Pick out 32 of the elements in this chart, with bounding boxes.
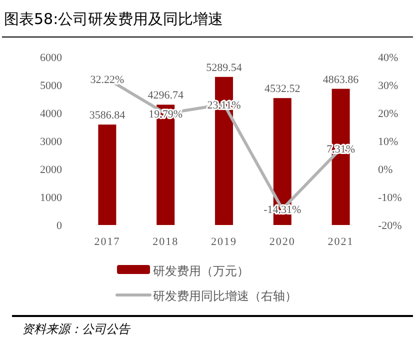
x-tick-label: 2021 (328, 236, 354, 248)
x-tick-label: 2017 (94, 236, 120, 248)
y2-tick-label: -20% (378, 220, 402, 232)
chart-title: 图表58:公司研发费用及同比增速 (4, 10, 224, 28)
x-tick-label: 2019 (211, 236, 237, 248)
y-tick-label: 2000 (40, 164, 62, 176)
legend-label: 研发费用同比增速（右轴） (153, 289, 297, 303)
data-label: 3586.84 (89, 110, 126, 122)
data-label: 19.79% (148, 108, 183, 121)
y2-tick-label: 10% (378, 136, 398, 148)
bar (98, 124, 116, 225)
data-label: 4296.74 (148, 90, 184, 102)
data-label: 32.22% (90, 74, 124, 86)
y2-tick-label: 20% (378, 108, 398, 120)
data-label: 4532.52 (264, 83, 300, 96)
data-label: 4863.86 (322, 74, 360, 86)
text: 资料来源：公司公告 (22, 322, 131, 336)
legend-label: 研发费用（万元） (153, 264, 249, 278)
y-tick-label: 1000 (40, 192, 62, 204)
y2-tick-label: 30% (378, 80, 398, 92)
data-label: 5289.54 (206, 62, 242, 74)
y-tick-label: 0 (56, 220, 62, 232)
y2-tick-label: 40% (378, 52, 398, 64)
y-tick-label: 3000 (40, 136, 62, 148)
x-tick-label: 2020 (269, 236, 296, 248)
y-tick-label: 6000 (40, 52, 62, 64)
y-tick-label: 4000 (40, 108, 62, 120)
y-tick-label: 5000 (40, 80, 62, 92)
data-label: 23.11% (207, 99, 241, 112)
x-tick-label: 2018 (152, 236, 179, 248)
y2-tick-label: 0% (378, 164, 393, 176)
y2-tick-label: -10% (378, 192, 402, 204)
